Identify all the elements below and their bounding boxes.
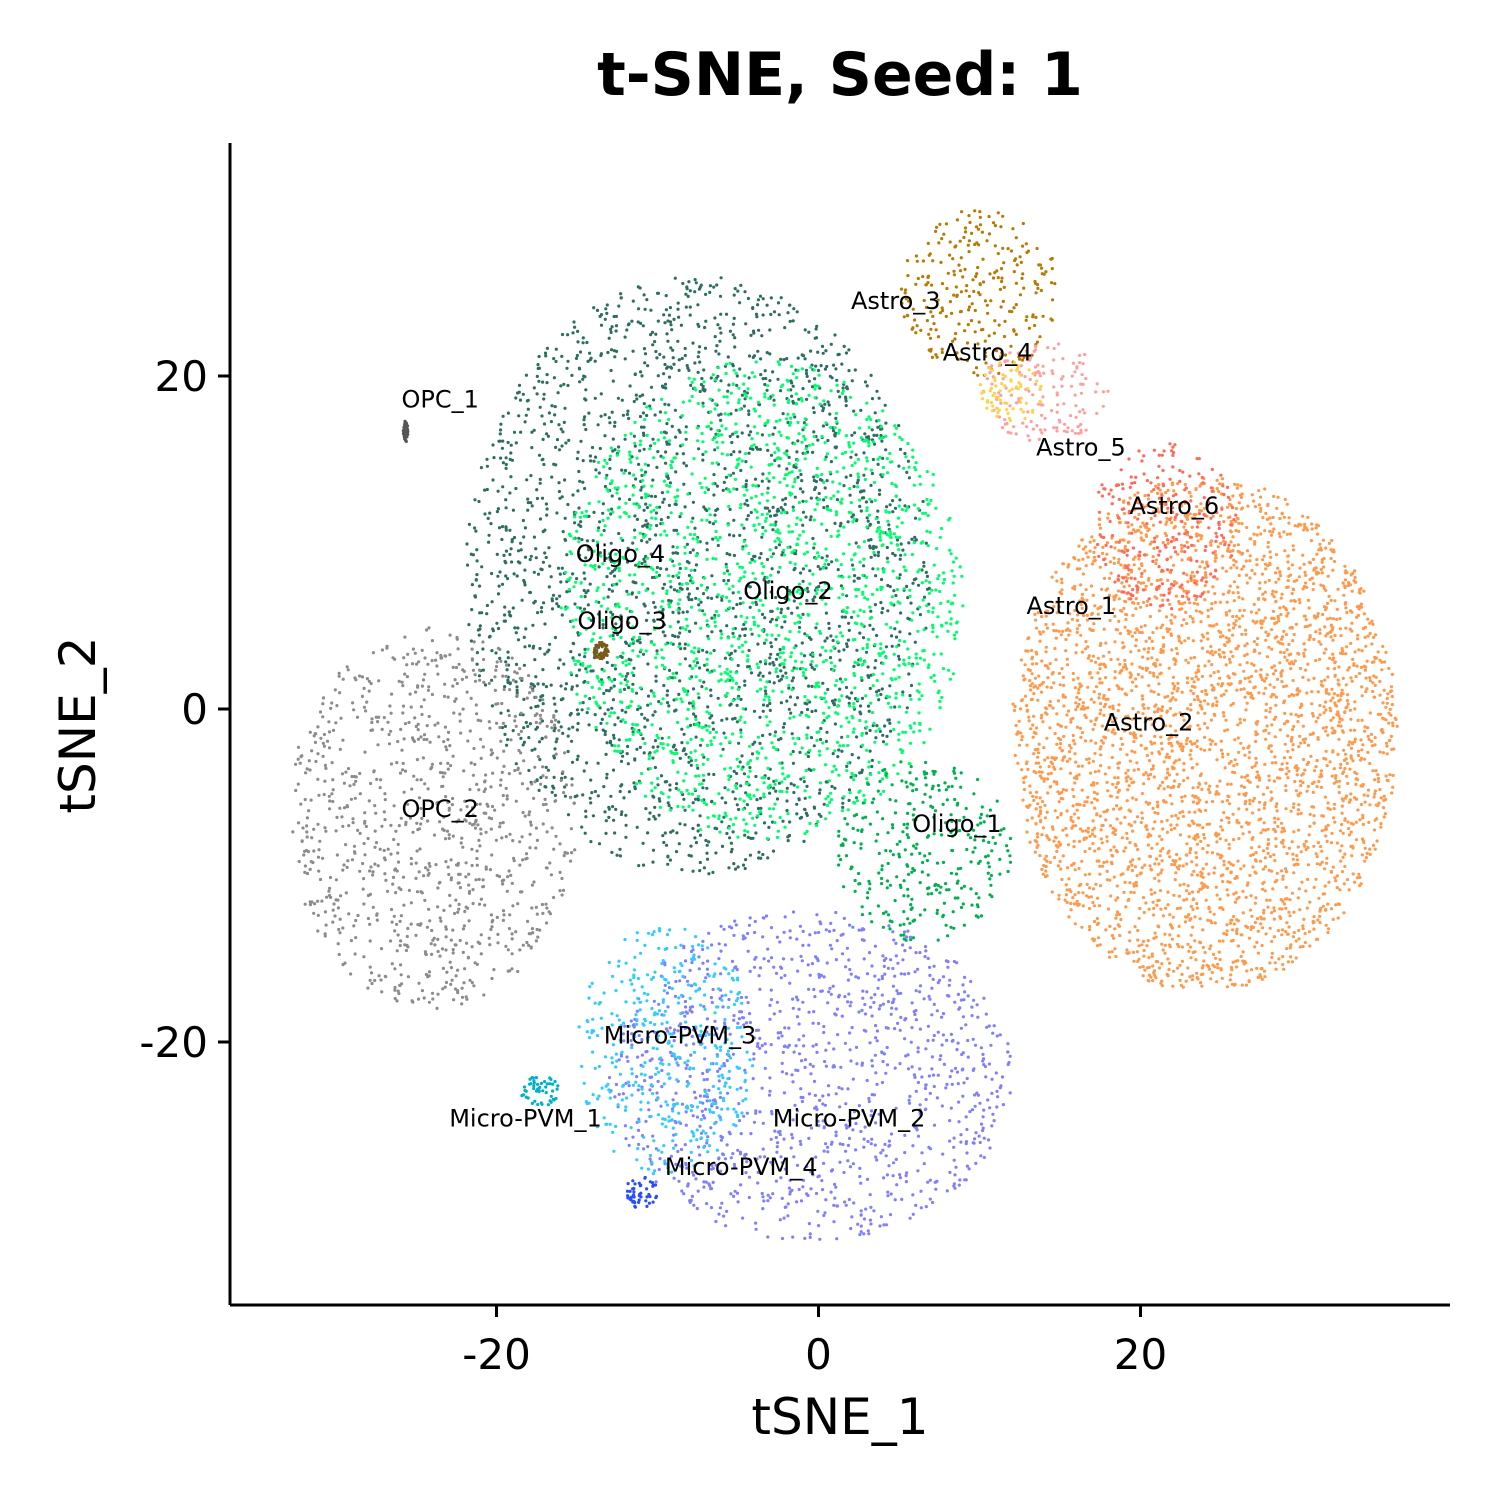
- cluster-points-opc_2: [291, 626, 577, 1010]
- cluster-label: Oligo_2: [743, 577, 832, 605]
- cluster-points-oligo_3: [592, 640, 610, 661]
- cluster-points-oligo_1: [837, 760, 1013, 942]
- cluster-label: Astro_1: [1026, 592, 1116, 620]
- y-tick-label: 20: [155, 352, 208, 401]
- cluster-points-astro_1: [1011, 477, 1397, 989]
- x-tick-label: 0: [805, 1330, 832, 1379]
- cluster-label: Micro-PVM_3: [604, 1021, 757, 1049]
- cluster-label: OPC_2: [401, 795, 478, 823]
- cluster-points-oligo_4: [465, 276, 931, 876]
- y-axis-label: tSNE_2: [49, 636, 107, 814]
- cluster-points-astro_4: [978, 361, 1043, 423]
- cluster-points-micro-pvm_2: [607, 910, 1012, 1241]
- y-tick-label: 0: [181, 685, 208, 734]
- cluster-points-micro-pvm_4: [625, 1175, 659, 1209]
- cluster-label: OPC_1: [401, 385, 478, 413]
- cluster-label: Micro-PVM_2: [773, 1105, 926, 1133]
- cluster-label: Micro-PVM_4: [665, 1153, 818, 1181]
- cluster-label: Astro_2: [1104, 708, 1194, 736]
- x-axis-label: tSNE_1: [751, 1388, 929, 1446]
- cluster-points-opc_1: [401, 419, 410, 443]
- cluster-points-astro_3: [899, 209, 1057, 377]
- point-cloud: [291, 209, 1399, 1241]
- cluster-label: Oligo_1: [912, 810, 1001, 838]
- cluster-points-astro_2: [1012, 476, 1399, 987]
- cluster-label: Oligo_4: [576, 540, 665, 568]
- cluster-label: Micro-PVM_1: [449, 1105, 602, 1133]
- x-tick-label: -20: [462, 1330, 531, 1379]
- cluster-points-astro_6: [1096, 442, 1238, 611]
- y-tick-label: -20: [139, 1018, 208, 1067]
- x-tick-label: 20: [1114, 1330, 1167, 1379]
- cluster-points-micro-pvm_1: [520, 1076, 560, 1107]
- cluster-label: Astro_4: [943, 339, 1033, 367]
- cluster-points-micro-pvm_3: [577, 927, 755, 1176]
- cluster-label: Astro_5: [1036, 434, 1126, 462]
- cluster-points-astro_5: [981, 342, 1110, 442]
- cluster-label: Astro_3: [851, 287, 941, 315]
- cluster-label: Astro_6: [1129, 492, 1219, 520]
- chart-title: t-SNE, Seed: 1: [597, 40, 1083, 110]
- cluster-points-oligo_2: [559, 360, 965, 841]
- cluster-label: Oligo_3: [577, 607, 666, 635]
